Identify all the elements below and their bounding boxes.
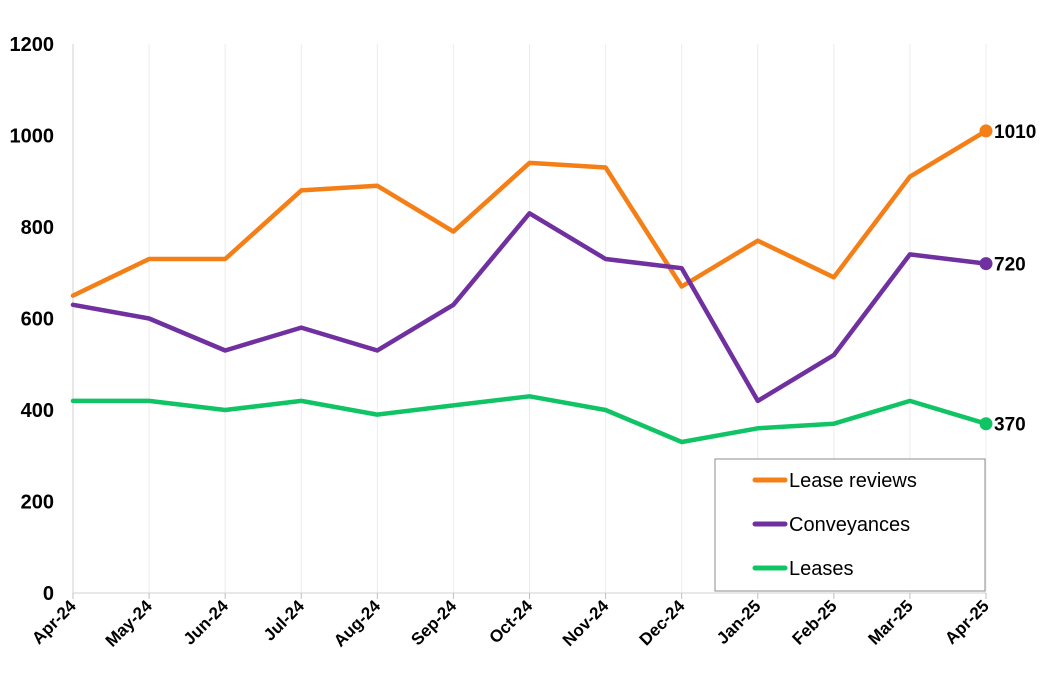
x-tick-label: Jan-25 bbox=[713, 596, 765, 648]
legend-label-leases: Leases bbox=[789, 558, 854, 580]
end-label-lease-reviews: 1010 bbox=[994, 122, 1036, 143]
x-tick-label: Aug-24 bbox=[330, 596, 385, 651]
x-axis-ticks: Apr-24 May-24 Jun-24 Jul-24 Aug-24 Sep-24 Oct-… bbox=[28, 593, 993, 651]
x-tick-label: Apr-24 bbox=[28, 596, 80, 648]
x-tick-label: Apr-25 bbox=[941, 596, 993, 648]
x-tick-label: Mar-25 bbox=[865, 596, 917, 648]
y-axis-ticks: 0 200 400 600 800 1000 1200 bbox=[10, 34, 55, 605]
x-tick-label: Jun-24 bbox=[180, 596, 233, 649]
end-marker-conveyances bbox=[979, 257, 993, 271]
series-line-conveyances bbox=[70, 211, 989, 404]
y-tick-label: 600 bbox=[21, 309, 54, 331]
x-tick-label: Dec-24 bbox=[636, 596, 689, 649]
x-tick-label: Nov-24 bbox=[559, 596, 613, 650]
y-tick-label: 0 bbox=[43, 583, 54, 605]
series-lines: 1010 720 370 bbox=[70, 122, 1036, 445]
x-tick-label: May-24 bbox=[102, 596, 157, 651]
end-marker-leases bbox=[979, 417, 993, 431]
x-tick-label: Jul-24 bbox=[260, 596, 309, 645]
x-tick-label: Oct-24 bbox=[485, 596, 536, 647]
series-line-lease-reviews bbox=[70, 128, 989, 298]
x-tick-label: Feb-25 bbox=[788, 596, 840, 648]
y-tick-label: 1000 bbox=[10, 126, 55, 148]
series-line-leases bbox=[70, 394, 989, 445]
y-tick-label: 400 bbox=[21, 400, 54, 422]
end-label-conveyances: 720 bbox=[994, 255, 1026, 276]
x-tick-label: Sep-24 bbox=[407, 596, 460, 649]
end-label-leases: 370 bbox=[994, 415, 1026, 436]
legend-label-lease-reviews: Lease reviews bbox=[789, 470, 917, 492]
y-tick-label: 800 bbox=[21, 217, 54, 239]
legend-label-conveyances: Conveyances bbox=[789, 514, 910, 536]
legend: Lease reviews Conveyances Leases bbox=[714, 458, 986, 592]
end-marker-lease-reviews bbox=[979, 124, 993, 138]
y-tick-label: 1200 bbox=[10, 34, 55, 56]
y-tick-label: 200 bbox=[21, 492, 54, 514]
